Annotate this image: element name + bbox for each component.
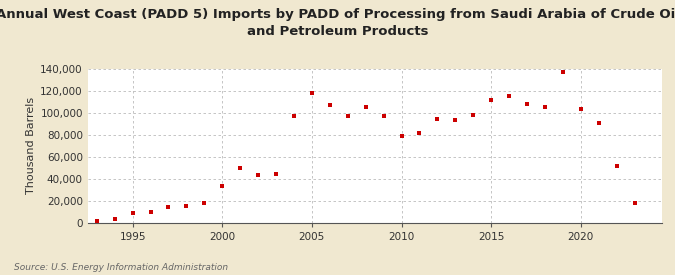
Point (271, 172, 281, 177)
Point (145, 210, 156, 214)
Y-axis label: Thousand Barrels: Thousand Barrels (26, 97, 36, 194)
Point (593, 120, 604, 125)
Point (558, 70, 568, 74)
Point (235, 166, 246, 170)
Point (342, 114, 353, 118)
Point (522, 102, 533, 106)
Point (252, 173, 263, 178)
Point (612, 163, 622, 168)
Point (539, 105, 550, 109)
Point (199, 201, 210, 205)
Point (288, 114, 299, 118)
Point (468, 113, 479, 117)
Point (504, 94, 514, 98)
Text: Source: U.S. Energy Information Administration: Source: U.S. Energy Information Administ… (14, 263, 227, 272)
Point (127, 211, 138, 215)
Point (629, 201, 640, 205)
Point (163, 205, 174, 210)
Point (360, 105, 371, 109)
Point (396, 134, 407, 138)
Point (486, 97, 497, 102)
Point (378, 114, 389, 118)
Point (306, 91, 317, 95)
Point (432, 117, 443, 122)
Point (414, 130, 425, 135)
Point (91, 219, 102, 223)
Point (325, 103, 335, 107)
Point (575, 107, 586, 112)
Point (450, 118, 461, 123)
Point (181, 204, 192, 208)
Point (217, 184, 227, 189)
Text: Annual West Coast (PADD 5) Imports by PADD of Processing from Saudi Arabia of Cr: Annual West Coast (PADD 5) Imports by PA… (0, 8, 675, 38)
Point (109, 217, 120, 221)
